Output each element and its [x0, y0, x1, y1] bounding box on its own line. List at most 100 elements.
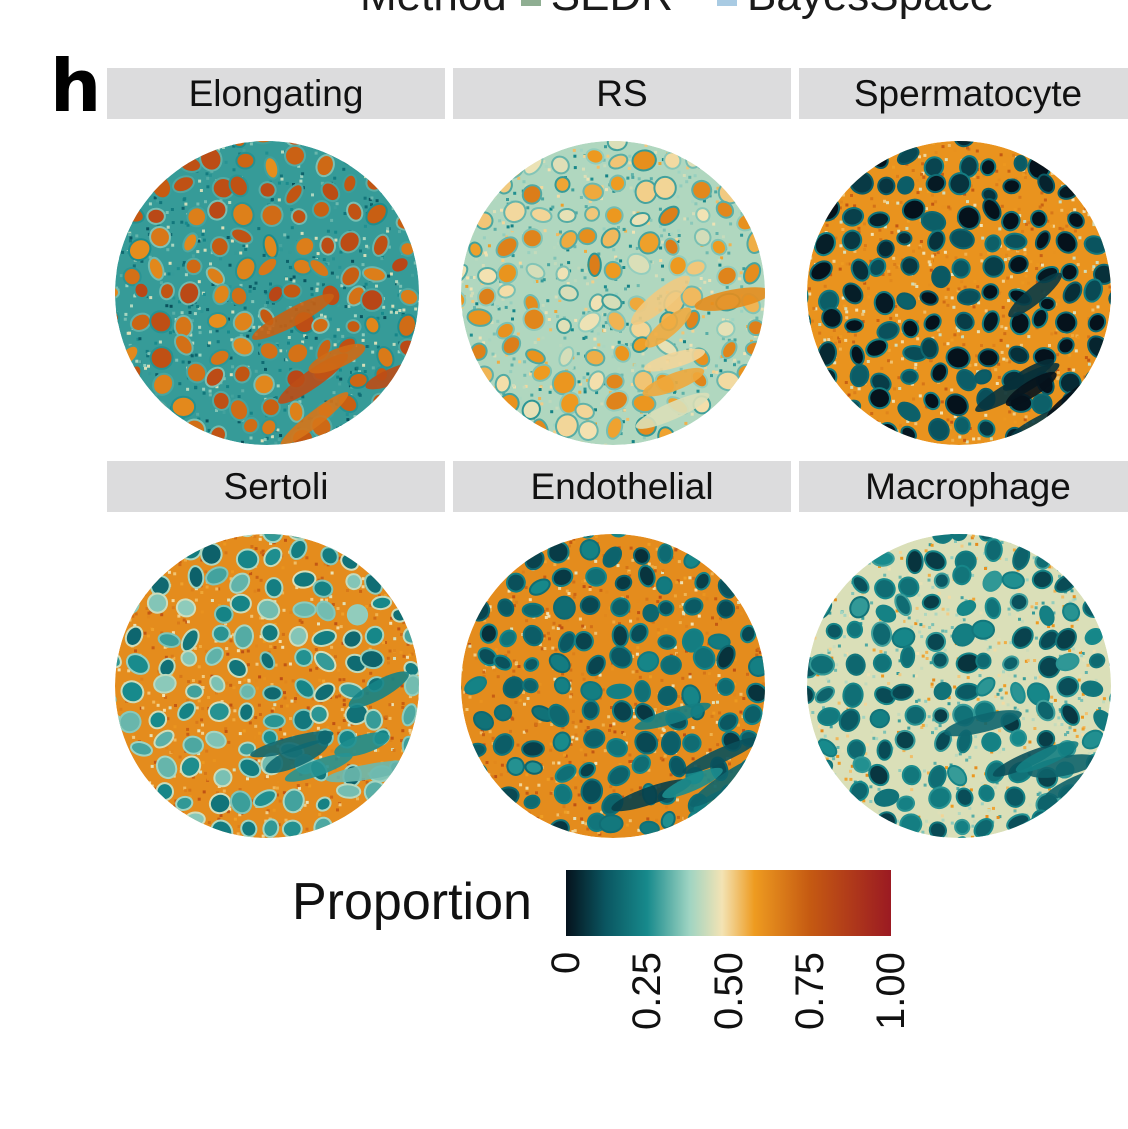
tubule-spot [308, 258, 331, 279]
map-speckle [258, 713, 262, 716]
map-speckle [622, 227, 626, 231]
map-speckle [599, 588, 603, 592]
map-speckle [742, 444, 746, 445]
tubule-spot [920, 337, 939, 360]
map-speckle [471, 291, 475, 295]
map-speckle [115, 641, 118, 645]
map-speckle [1063, 153, 1067, 156]
tubule-spot [315, 796, 332, 812]
map-speckle [259, 534, 263, 537]
map-speckle [132, 761, 136, 765]
map-speckle [330, 749, 334, 753]
tubule-spot [1093, 263, 1111, 285]
map-speckle [481, 264, 485, 267]
map-speckle [841, 296, 845, 300]
map-speckle [603, 164, 607, 168]
map-speckle [277, 198, 281, 202]
map-speckle [229, 703, 233, 707]
map-speckle [660, 706, 663, 710]
map-speckle [570, 693, 574, 697]
map-speckle [524, 586, 528, 590]
map-speckle [125, 771, 129, 775]
map-speckle [619, 259, 623, 263]
map-speckle [637, 828, 641, 832]
tubule-spot [260, 203, 284, 227]
map-speckle [847, 393, 851, 397]
map-speckle [492, 668, 496, 672]
map-speckle [718, 542, 722, 546]
map-speckle [535, 280, 539, 283]
map-speckle [662, 228, 666, 232]
tubule-spot [1087, 313, 1107, 333]
map-speckle [286, 235, 290, 239]
map-speckle [520, 265, 524, 269]
map-speckle [522, 385, 526, 389]
map-speckle [945, 255, 949, 259]
map-speckle [745, 560, 749, 564]
map-speckle [180, 311, 184, 315]
map-speckle [135, 198, 139, 202]
map-speckle [739, 710, 743, 714]
map-speckle [577, 380, 581, 384]
map-speckle [685, 217, 689, 221]
map-speckle [757, 227, 761, 231]
map-speckle [343, 212, 347, 215]
map-speckle [659, 224, 662, 228]
map-speckle [1079, 196, 1082, 200]
map-speckle [745, 410, 749, 414]
map-speckle [249, 572, 253, 576]
map-speckle [365, 780, 369, 784]
map-speckle [525, 729, 529, 733]
map-speckle [637, 611, 641, 615]
map-speckle [288, 306, 292, 309]
map-speckle [818, 157, 822, 161]
map-speckle [225, 647, 229, 651]
map-speckle [1101, 205, 1105, 209]
map-speckle [675, 237, 679, 241]
map-speckle [226, 385, 230, 389]
map-speckle [560, 626, 564, 630]
map-speckle [383, 143, 387, 147]
map-speckle [844, 338, 848, 342]
map-speckle [128, 233, 131, 236]
legend-label-sedr: SEDR [551, 0, 673, 21]
map-speckle [168, 261, 172, 265]
map-speckle [526, 443, 530, 445]
map-speckle [546, 777, 550, 781]
map-speckle [255, 662, 259, 666]
map-speckle [498, 219, 502, 223]
method-legend: Method SEDR BayesSpace [360, 0, 1024, 21]
map-speckle [756, 737, 760, 741]
map-speckle [385, 585, 389, 589]
map-speckle [684, 421, 688, 425]
map-speckle [197, 699, 201, 703]
map-speckle [535, 791, 538, 795]
elongated-structure [1002, 359, 1055, 391]
map-speckle [749, 766, 753, 770]
map-speckle [359, 315, 363, 319]
map-speckle [532, 826, 536, 830]
map-speckle [977, 301, 981, 305]
map-speckle [879, 157, 882, 161]
map-speckle [705, 631, 709, 635]
tubule-spot [461, 290, 467, 309]
map-speckle [569, 742, 573, 746]
map-speckle [131, 208, 135, 212]
map-speckle [635, 652, 639, 656]
map-speckle [127, 587, 131, 591]
map-speckle [290, 208, 294, 211]
map-speckle [744, 560, 748, 563]
map-speckle [486, 400, 490, 404]
map-speckle [125, 430, 129, 434]
map-speckle [893, 254, 897, 258]
map-speckle [832, 259, 836, 263]
map-speckle [807, 395, 809, 399]
map-speckle [351, 145, 354, 149]
map-speckle [416, 604, 419, 608]
map-speckle [261, 834, 265, 838]
map-speckle [320, 181, 324, 185]
map-speckle [205, 749, 209, 753]
map-speckle [928, 283, 932, 287]
map-speckle [238, 788, 242, 791]
map-speckle [579, 382, 582, 386]
